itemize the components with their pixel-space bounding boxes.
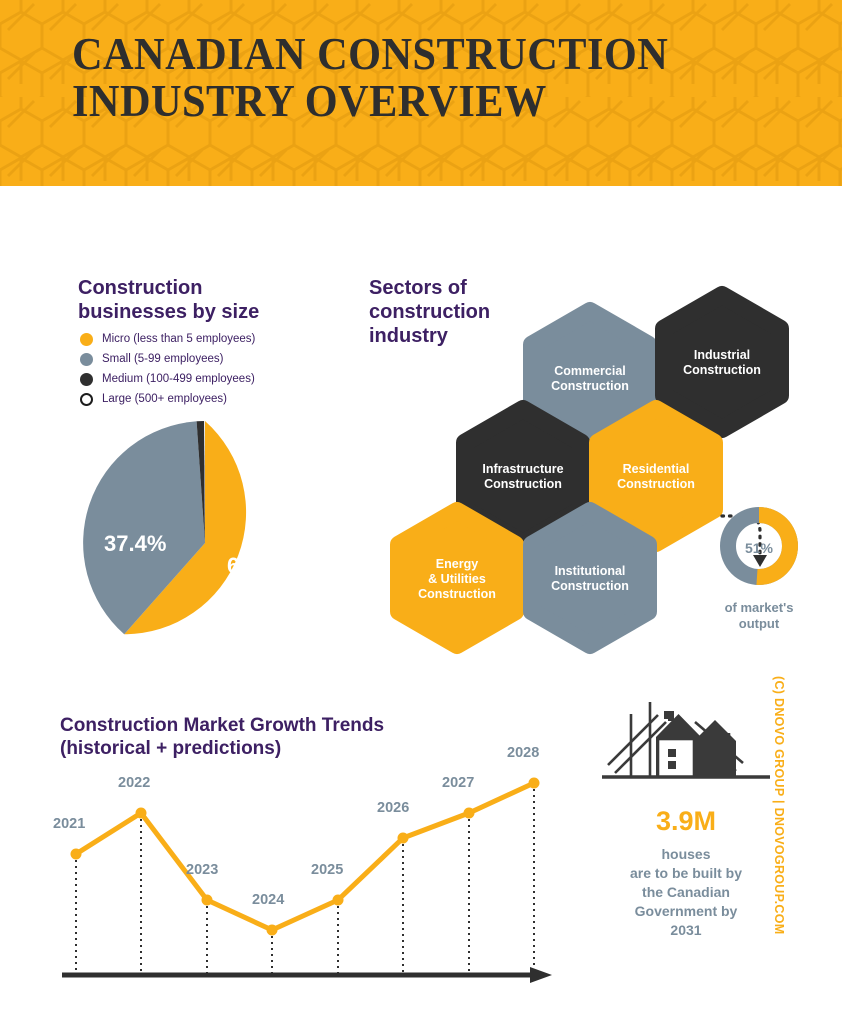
legend-label-micro: Micro (less than 5 employees) bbox=[102, 333, 256, 345]
year-label-2021: 2021 bbox=[53, 816, 86, 832]
legend-swatch-large bbox=[80, 393, 93, 406]
year-label-2023: 2023 bbox=[186, 862, 219, 878]
legend-label-large: Large (500+ employees) bbox=[102, 393, 227, 405]
house-chimney bbox=[668, 711, 674, 721]
header-banner: CANADIAN CONSTRUCTION INDUSTRY OVERVIEW bbox=[0, 0, 842, 186]
house-window-upper bbox=[668, 749, 676, 757]
stat-number: 3.9M bbox=[655, 806, 717, 836]
pie-value-small: 37.4% bbox=[104, 531, 167, 556]
legend-swatch-micro bbox=[80, 333, 93, 346]
pie-chart bbox=[60, 418, 350, 668]
year-label-2022: 2022 bbox=[118, 775, 151, 791]
house-icon-svg bbox=[602, 702, 770, 779]
data-points bbox=[70, 777, 540, 936]
donut-caption: of market's output bbox=[724, 600, 794, 631]
growth-line-chart: 2021 2022 2023 2024 2025 2026 2027 2028 bbox=[52, 745, 572, 1000]
pie-chart-svg bbox=[83, 420, 247, 635]
pie-slice-small bbox=[83, 421, 205, 635]
pie-value-micro: 61.5% bbox=[227, 553, 290, 578]
donut-svg bbox=[720, 507, 798, 585]
legend-item-medium: Medium (100-499 employees) bbox=[80, 370, 350, 389]
legend-swatch-small bbox=[80, 353, 93, 366]
house-window-lower bbox=[668, 761, 676, 769]
year-label-2026: 2026 bbox=[377, 800, 410, 816]
legend-item-small: Small (5-99 employees) bbox=[80, 350, 350, 369]
copyright-watermark: (C) DNOVO GROUP | DNOVOGROUP.COM bbox=[772, 676, 786, 935]
pie-slice-large bbox=[204, 420, 205, 543]
house-wall-panel bbox=[656, 737, 696, 779]
legend-item-large: Large (500+ employees) bbox=[80, 390, 350, 409]
donut-value-arc bbox=[720, 507, 798, 585]
line-chart-title: Construction Market Growth Trends (histo… bbox=[60, 715, 385, 759]
line-chart-svg bbox=[62, 777, 552, 983]
year-label-2025: 2025 bbox=[311, 862, 344, 878]
x-axis-arrow bbox=[62, 967, 552, 983]
legend-swatch-medium bbox=[80, 373, 93, 386]
hexagon-industrial[interactable] bbox=[664, 295, 780, 429]
year-label-2028: 2028 bbox=[507, 745, 540, 761]
legend-label-small: Small (5-99 employees) bbox=[102, 353, 224, 365]
hexagon-institutional[interactable] bbox=[532, 511, 648, 645]
legend-item-micro: Micro (less than 5 employees) bbox=[80, 330, 350, 349]
donut-percent-label: 51% bbox=[744, 540, 774, 556]
hex-section-title: Sectors of construction industry bbox=[369, 277, 491, 347]
pie-slice-micro bbox=[124, 421, 247, 635]
legend-label-medium: Medium (100-499 employees) bbox=[102, 373, 255, 385]
stat-description: houses are to be built by the Canadian G… bbox=[629, 846, 742, 938]
header-pattern-decoration bbox=[0, 0, 842, 186]
header-title: CANADIAN CONSTRUCTION INDUSTRY OVERVIEW bbox=[72, 28, 669, 126]
year-label-2024: 2024 bbox=[252, 892, 285, 908]
pie-legend: Micro (less than 5 employees) Small (5-9… bbox=[80, 330, 350, 410]
house-right-wing bbox=[694, 720, 736, 777]
pie-section-title: Construction businesses by size bbox=[78, 277, 260, 323]
house-construction-icon bbox=[598, 697, 774, 783]
droplines bbox=[75, 783, 535, 973]
trend-line bbox=[73, 780, 537, 933]
hexagon-energy-utilities[interactable] bbox=[399, 511, 515, 645]
market-output-donut bbox=[718, 505, 800, 587]
year-label-2027: 2027 bbox=[442, 775, 475, 791]
pie-slice-medium bbox=[196, 421, 205, 543]
